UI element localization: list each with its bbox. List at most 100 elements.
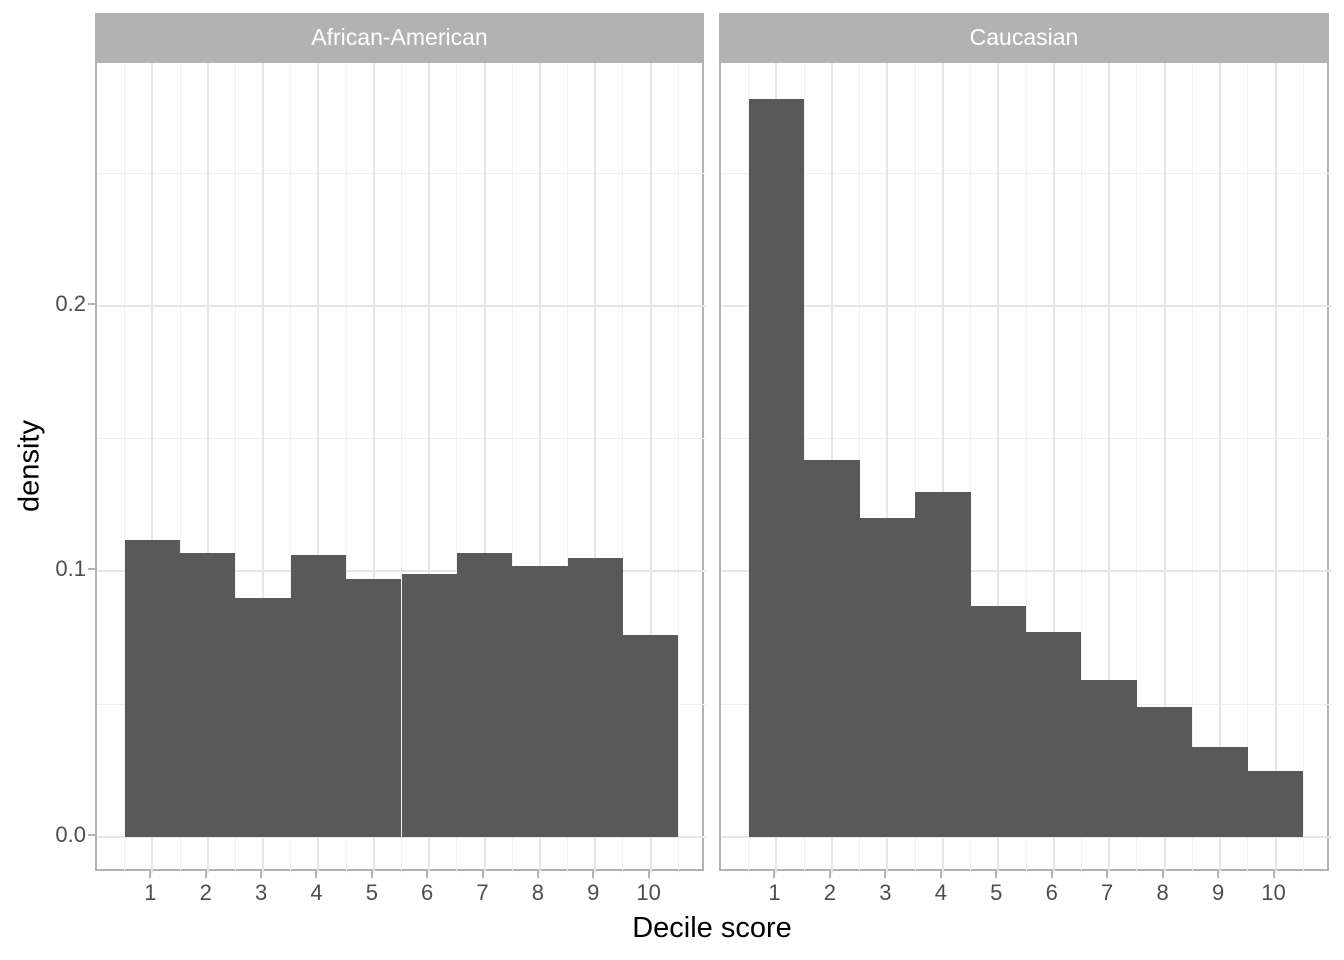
gridline-major-x bbox=[206, 63, 209, 873]
gridline-major-x bbox=[1274, 63, 1277, 873]
x-tick-label: 1 bbox=[768, 880, 781, 905]
y-tick-label: 0.2 bbox=[55, 290, 86, 316]
y-tick-label: 0.1 bbox=[55, 556, 86, 582]
histogram-bar bbox=[1136, 706, 1193, 837]
gridline-minor-x bbox=[914, 63, 916, 873]
histogram-bar bbox=[915, 491, 971, 837]
x-tick-label: 3 bbox=[879, 880, 892, 905]
histogram-bar bbox=[748, 98, 805, 837]
x-tick-mark bbox=[884, 871, 887, 878]
histogram-bar bbox=[290, 555, 347, 837]
gridline-minor-y bbox=[97, 438, 706, 440]
x-tick-label: 10 bbox=[1261, 880, 1286, 905]
histogram-bar bbox=[512, 566, 568, 837]
x-axis-title: Decile score bbox=[632, 912, 792, 944]
x-tick-label: 10 bbox=[636, 880, 661, 905]
histogram-bar bbox=[1192, 746, 1248, 837]
x-tick-mark bbox=[939, 871, 942, 878]
gridline-major-x bbox=[483, 63, 486, 873]
gridline-minor-y bbox=[721, 172, 1331, 174]
x-tick-label: 4 bbox=[310, 880, 323, 905]
gridline-major-x bbox=[1052, 63, 1055, 873]
x-tick-label: 7 bbox=[476, 880, 489, 905]
gridline-minor-x bbox=[290, 63, 292, 873]
gridline-major-x bbox=[649, 63, 652, 873]
gridline-minor-x bbox=[1302, 63, 1304, 873]
x-tick-label: 2 bbox=[199, 880, 212, 905]
x-tick-label: 2 bbox=[823, 880, 837, 905]
gridline-minor-x bbox=[401, 63, 402, 873]
x-tick-mark bbox=[204, 871, 207, 878]
facet-strip-caucasian: Caucasian bbox=[719, 13, 1329, 61]
gridline-major-x bbox=[886, 63, 889, 873]
gridline-major-x bbox=[262, 63, 265, 873]
gridline-major-x bbox=[1163, 63, 1166, 873]
histogram-bar bbox=[1081, 680, 1137, 837]
gridline-minor-x bbox=[859, 63, 861, 873]
gridline-major-x bbox=[941, 63, 944, 873]
y-tick-mark bbox=[88, 833, 95, 836]
facet-strip-african-american: African-American bbox=[95, 13, 704, 61]
gridline-major-x bbox=[151, 63, 154, 873]
gridline-minor-y bbox=[97, 172, 706, 174]
gridline-major-y bbox=[721, 835, 1331, 838]
facet-strip-label: African-American bbox=[311, 24, 488, 50]
x-tick-label: 3 bbox=[254, 880, 268, 905]
gridline-minor-x bbox=[567, 63, 569, 873]
x-tick-mark bbox=[1161, 871, 1164, 878]
gridline-major-y bbox=[97, 304, 706, 307]
histogram-bar bbox=[235, 597, 291, 837]
y-axis-title: density bbox=[13, 420, 46, 512]
facet-panel-african-american bbox=[95, 61, 706, 873]
x-tick-mark bbox=[1217, 871, 1220, 878]
gridline-minor-x bbox=[677, 63, 679, 873]
histogram-bar bbox=[1247, 770, 1304, 837]
gridline-minor-x bbox=[622, 63, 624, 873]
histogram-bar bbox=[804, 459, 860, 837]
gridline-minor-x bbox=[1191, 63, 1193, 873]
histogram-bar bbox=[622, 635, 679, 837]
gridline-minor-x bbox=[345, 63, 347, 873]
gridline-major-y bbox=[97, 835, 706, 838]
histogram-bar bbox=[124, 539, 181, 837]
y-tick-mark bbox=[88, 568, 95, 571]
x-tick-label: 1 bbox=[144, 880, 157, 905]
histogram-bar bbox=[346, 579, 402, 837]
x-tick-mark bbox=[647, 871, 650, 878]
gridline-major-y bbox=[97, 570, 706, 573]
gridline-minor-y bbox=[721, 438, 1331, 440]
gridline-major-x bbox=[1108, 63, 1111, 873]
y-tick-mark bbox=[88, 302, 95, 305]
gridline-minor-x bbox=[456, 63, 458, 873]
gridline-major-x bbox=[372, 63, 375, 873]
x-tick-mark bbox=[1272, 871, 1275, 878]
gridline-major-x bbox=[317, 63, 320, 873]
gridline-minor-x bbox=[1247, 63, 1249, 873]
x-tick-mark bbox=[1106, 871, 1109, 878]
x-tick-label: 6 bbox=[421, 880, 434, 905]
gridline-minor-x bbox=[124, 63, 126, 873]
x-tick-mark bbox=[592, 871, 595, 878]
facet-strip-label: Caucasian bbox=[969, 24, 1079, 50]
x-tick-mark bbox=[828, 871, 831, 878]
gridline-major-y bbox=[721, 304, 1331, 307]
x-tick-label: 5 bbox=[365, 880, 378, 905]
x-tick-mark bbox=[536, 871, 539, 878]
x-tick-mark bbox=[481, 871, 484, 878]
x-tick-label: 8 bbox=[1156, 880, 1169, 905]
gridline-major-x bbox=[997, 63, 1000, 873]
x-tick-label: 8 bbox=[531, 880, 545, 905]
histogram-bar bbox=[1026, 632, 1082, 837]
histogram-bar bbox=[456, 552, 513, 837]
x-tick-mark bbox=[315, 871, 318, 878]
gridline-minor-x bbox=[179, 63, 181, 873]
x-tick-mark bbox=[1050, 871, 1053, 878]
facet-panel-caucasian bbox=[719, 61, 1331, 873]
gridline-major-x bbox=[428, 63, 431, 873]
x-tick-mark bbox=[149, 871, 152, 878]
x-tick-label: 6 bbox=[1045, 880, 1058, 905]
x-tick-mark bbox=[260, 871, 263, 878]
gridline-major-x bbox=[1219, 63, 1222, 873]
gridline-minor-x bbox=[511, 63, 513, 873]
